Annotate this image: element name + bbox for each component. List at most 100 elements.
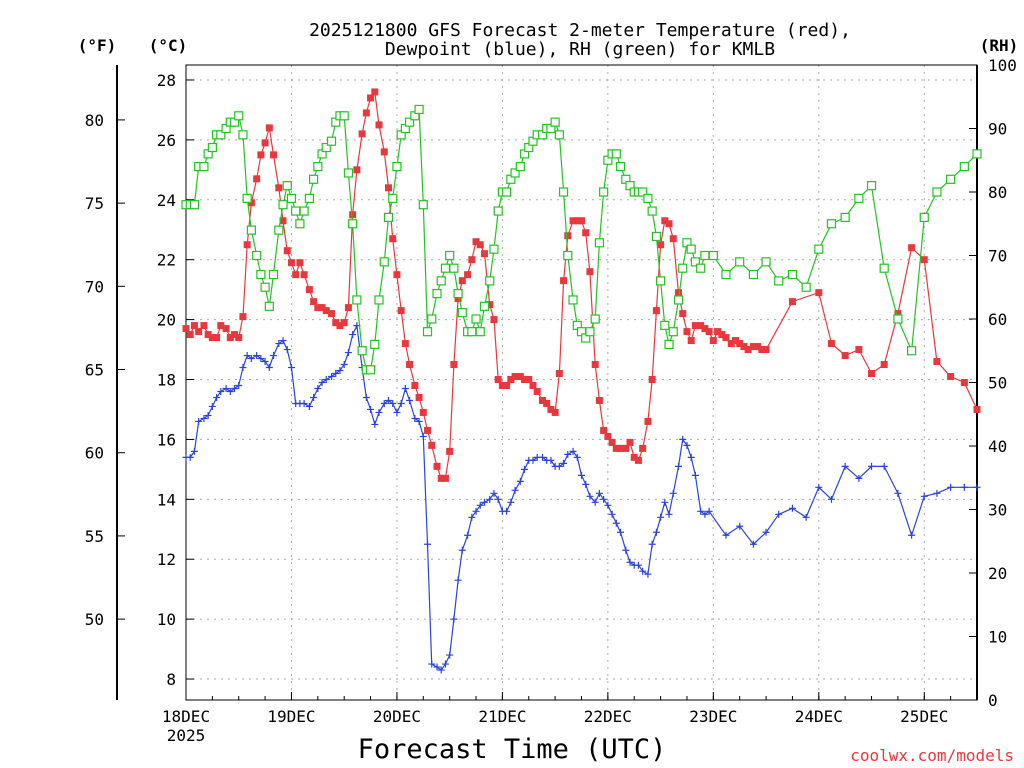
temperature-point — [239, 313, 247, 321]
rh-point — [946, 174, 956, 184]
temperature-point — [476, 241, 484, 249]
temperature-point — [569, 217, 577, 225]
dewpoint-point — [775, 510, 783, 518]
temperature-point — [754, 343, 762, 351]
rh-point — [599, 187, 609, 197]
temperature-point — [406, 361, 414, 369]
x-tick-year-label: 2025 — [167, 726, 206, 745]
temperature-point — [516, 373, 524, 381]
temperature-point — [208, 334, 216, 342]
temperature-point — [933, 358, 941, 366]
dewpoint-point — [275, 340, 283, 348]
temperature-point — [292, 271, 300, 279]
dewpoint-point — [208, 402, 216, 410]
rh-point — [260, 282, 270, 292]
temperature-point — [705, 328, 713, 336]
fahrenheit-unit-label: (°F) — [78, 36, 117, 55]
temperature-point — [547, 405, 555, 413]
dewpoint-point — [415, 417, 423, 425]
temperature-point — [762, 346, 770, 354]
dewpoint-point — [270, 352, 278, 360]
dewpoint-point — [555, 462, 563, 470]
dewpoint-point — [380, 399, 388, 407]
dewpoint-point — [305, 402, 313, 410]
dewpoint-point — [516, 477, 524, 485]
temperature-point — [604, 432, 612, 440]
dewpoint-point — [569, 447, 577, 455]
dewpoint-point — [441, 660, 449, 668]
temperature-point — [551, 408, 559, 416]
rh-tick-label: 30 — [988, 501, 1007, 520]
temperature-point — [600, 426, 608, 434]
rh-point — [735, 257, 745, 267]
rh-point — [457, 308, 467, 318]
rh-point — [510, 168, 520, 178]
temperature-point — [543, 399, 551, 407]
dewpoint-point — [802, 513, 810, 521]
dewpoint-point — [749, 540, 757, 548]
rh-point — [563, 250, 573, 261]
dewpoint-point — [213, 393, 221, 401]
temperature-point — [591, 361, 599, 369]
temperature-point — [586, 268, 594, 276]
temperature-point — [644, 417, 652, 425]
rh-point — [453, 289, 463, 299]
dewpoint-point — [450, 615, 458, 623]
rh-point — [643, 193, 653, 203]
rh-tick-label: 0 — [988, 691, 998, 710]
rh-point — [370, 339, 380, 349]
temperature-point — [622, 444, 630, 452]
rh-point — [291, 206, 301, 216]
temperature-point — [332, 319, 340, 327]
dewpoint-point — [239, 364, 247, 372]
temperature-point — [718, 331, 726, 339]
temperature-point — [749, 343, 757, 351]
temperature-point — [880, 361, 888, 369]
dewpoint-point — [661, 498, 669, 506]
temperature-point — [310, 298, 318, 306]
rh-point — [668, 327, 678, 337]
rh-point — [814, 244, 824, 254]
temperature-point — [217, 322, 225, 330]
temperature-point — [669, 235, 677, 243]
temperature-point — [419, 408, 427, 416]
rh-point — [234, 111, 244, 121]
temperature-point — [314, 304, 322, 312]
temperature-point — [608, 438, 616, 446]
rh-point — [274, 225, 284, 235]
rh-point — [554, 130, 564, 140]
dewpoint-point — [287, 364, 295, 372]
temperature-point — [665, 220, 673, 228]
temperature-point — [503, 381, 511, 389]
dewpoint-point — [547, 456, 555, 464]
temperature-point — [498, 381, 506, 389]
dewpoint-point — [389, 399, 397, 407]
rh-point — [879, 263, 889, 273]
dewpoint-point — [582, 480, 590, 488]
temperature-point — [318, 304, 326, 312]
rh-point — [449, 263, 459, 273]
dewpoint-point — [973, 483, 981, 491]
temperature-point — [231, 331, 239, 339]
temperature-point — [275, 184, 283, 192]
rh-point — [418, 200, 428, 210]
f-tick-label: 80 — [85, 111, 104, 130]
rh-point — [550, 117, 560, 127]
dewpoint-point — [200, 414, 208, 422]
temperature-point — [336, 322, 344, 330]
rh-point — [748, 269, 759, 280]
dewpoint-point — [468, 513, 476, 521]
dewpoint-point — [235, 381, 243, 389]
temperature-point — [573, 217, 581, 225]
temperature-point — [450, 361, 458, 369]
rh-point — [304, 193, 314, 203]
x-axis-title: Forecast Time (UTC) — [358, 734, 667, 765]
rh-point — [207, 142, 217, 153]
f-tick-label: 60 — [85, 444, 104, 463]
rh-point — [392, 162, 402, 172]
dewpoint-point — [332, 370, 340, 378]
c-tick-label: 28 — [157, 71, 176, 90]
rh-point — [721, 269, 731, 280]
dewpoint-point — [247, 355, 255, 363]
